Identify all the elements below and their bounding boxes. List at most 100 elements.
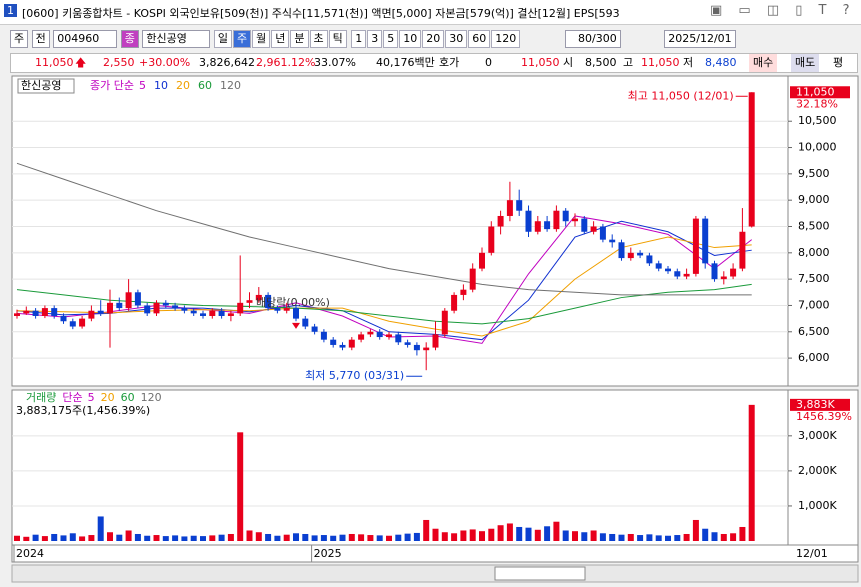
candle-body	[599, 226, 606, 240]
volume-info: 3,883,175주(1,456.39%)	[16, 404, 150, 417]
volume-bar	[14, 535, 20, 541]
code-input[interactable]: 004960	[53, 30, 118, 48]
candle-body	[646, 255, 653, 264]
toolbar-button[interactable]: 30	[445, 30, 468, 48]
candle-body	[674, 271, 681, 277]
volume-bar	[190, 535, 197, 541]
volume-bar	[646, 534, 653, 541]
volume-bar	[116, 534, 123, 541]
y-tick-label: 8,000	[798, 246, 830, 259]
volume-bar	[479, 531, 485, 541]
date-axis	[11, 544, 859, 563]
candle-body	[544, 221, 551, 230]
candle-body	[553, 210, 560, 230]
toolbar-button[interactable]: 60	[468, 30, 491, 48]
toolbar-button[interactable]: 초	[309, 30, 328, 48]
candle-body	[41, 308, 48, 316]
scroll-buttons[interactable]	[494, 566, 586, 581]
legend-entry: 120	[220, 79, 241, 92]
low: 8,480	[705, 56, 737, 69]
toolbar-button[interactable]: 일	[213, 30, 232, 48]
candle-body	[144, 305, 151, 314]
toolbar-button[interactable]: 1	[351, 30, 367, 48]
toolbar-button[interactable]: 5	[383, 30, 399, 48]
prev-button[interactable]: 전	[31, 30, 50, 48]
y-tick-label: 10,500	[798, 114, 837, 127]
window-icons[interactable]: ▣ ▭ ◫ ▯ T ? ─ ▢ ✕	[710, 3, 861, 18]
volume-bar	[506, 523, 513, 541]
y-tick-label: 9,000	[798, 193, 830, 206]
candle-body	[134, 292, 141, 306]
candle-body	[246, 300, 253, 303]
candle-body	[32, 310, 39, 316]
candle-body	[181, 308, 188, 311]
volume-bar	[339, 534, 346, 541]
candle-body	[702, 218, 709, 264]
candle-body	[274, 308, 281, 311]
current-rate: 32.18%	[796, 97, 838, 110]
legend-entry: 5	[139, 79, 146, 92]
volume-bar	[134, 533, 141, 541]
toolbar-button[interactable]: 3	[367, 30, 383, 48]
ma-line	[16, 283, 752, 325]
y-tick-label: 2,000K	[798, 464, 837, 477]
candle-body	[739, 231, 746, 269]
market-select[interactable]: 주	[10, 30, 29, 48]
bid-label: 호가	[439, 56, 460, 69]
toolbar-button[interactable]: 년	[271, 30, 290, 48]
volume-bar	[311, 535, 318, 541]
candle-body	[413, 344, 420, 351]
volume-bar	[451, 533, 458, 541]
candle-body	[479, 252, 485, 269]
candle-body	[348, 339, 355, 348]
last-date: 12/01	[796, 547, 828, 560]
volume-bar	[237, 432, 244, 541]
y-tick-label: 6,500	[798, 325, 830, 338]
candle-body	[339, 344, 346, 348]
toolbar-button[interactable]: 10	[399, 30, 422, 48]
candle-body	[376, 331, 383, 338]
candle-body	[97, 310, 104, 314]
toolbar-button[interactable]: 틱	[328, 30, 347, 48]
y-tick-label: 1,000K	[798, 499, 837, 512]
volume-bar	[404, 533, 411, 541]
legend-entry: 120	[141, 391, 162, 404]
toolbar-button[interactable]: 120	[491, 30, 521, 48]
legend-entry: 60	[198, 79, 212, 92]
buy-button[interactable]: 매수	[749, 54, 778, 72]
date-input[interactable]: 2025/12/01	[664, 30, 736, 48]
volume-bar	[599, 533, 606, 541]
volume-bar	[748, 404, 755, 541]
sell-button[interactable]: 매도	[791, 54, 820, 72]
title-bar: 1 [0600] 키움종합차트 - KOSPI 외국인보유[509(천)] 주식…	[0, 0, 861, 25]
volume-bar	[674, 535, 681, 541]
candle-body	[69, 321, 76, 327]
toolbar-button[interactable]: 월	[252, 30, 271, 48]
candle-body	[125, 292, 132, 309]
current-box	[790, 86, 850, 99]
candle-body	[358, 334, 365, 340]
avg-button[interactable]: 평	[833, 56, 844, 69]
price: 11,050	[35, 56, 74, 69]
volume-bar	[227, 533, 234, 541]
volume-bar	[581, 532, 588, 541]
volume-bar	[683, 533, 690, 541]
current-rate: 1456.39%	[796, 410, 852, 423]
open-label: 시	[563, 56, 574, 69]
toolbar-button[interactable]: 20	[422, 30, 445, 48]
volume-bar	[432, 528, 439, 541]
candle-body	[162, 302, 169, 306]
candle-body	[637, 252, 644, 256]
toolbar-button[interactable]: 주	[233, 30, 252, 48]
candle-body	[386, 334, 392, 338]
y-tick-label: 8,500	[798, 219, 830, 232]
candle-body	[107, 302, 113, 314]
toolbar-button[interactable]: 분	[290, 30, 309, 48]
volume-axis	[787, 389, 859, 546]
interval-buttons: 1 3 5 10 20 30 60 120	[351, 30, 521, 48]
count-input[interactable]: 80/300	[564, 30, 621, 48]
scrollbar[interactable]	[11, 564, 859, 583]
bid: 0	[485, 56, 492, 69]
candle-body	[190, 310, 197, 314]
high: 11,050	[641, 56, 680, 69]
